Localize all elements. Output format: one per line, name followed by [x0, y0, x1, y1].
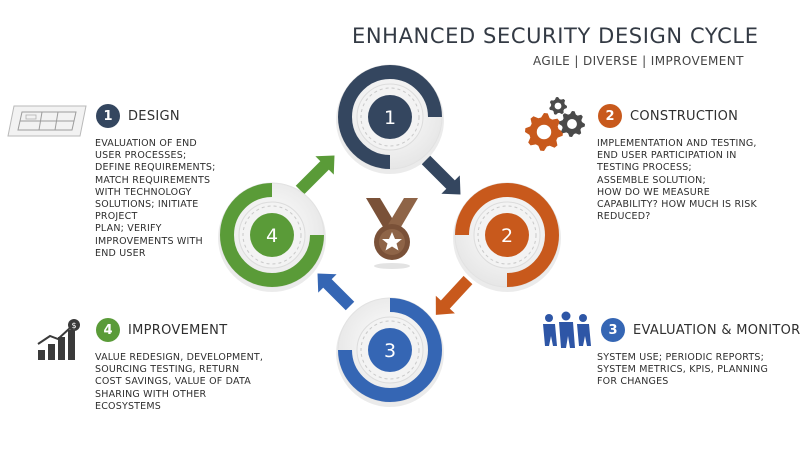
medal-icon: [366, 198, 418, 269]
construction-title: CONSTRUCTION: [630, 108, 739, 124]
evaluation-description-line: SYSTEM USE; PERIODIC REPORTS;: [597, 352, 765, 363]
arrow-1-to-2: [421, 155, 461, 195]
blueprint-icon: [7, 105, 87, 137]
cycle-node-4: 4: [218, 182, 326, 292]
design-description-line: MATCH REQUIREMENTS: [95, 174, 211, 186]
evaluation-description: SYSTEM USE; PERIODIC REPORTS; SYSTEM METR…: [597, 352, 768, 389]
cycle-node-1: 1: [336, 64, 444, 174]
cycle-node-number: 2: [501, 225, 513, 247]
cycle-node-number: 3: [384, 340, 396, 362]
design-description-line: DEFINE REQUIREMENTS;: [95, 162, 216, 174]
improvement-number-badge: 4: [96, 318, 120, 342]
arrow-2-to-3: [435, 275, 473, 315]
design-title: DESIGN: [128, 108, 180, 124]
construction-description-line: CAPABILITY? HOW MUCH IS RISK: [597, 199, 757, 211]
cycle-node-2: 2: [453, 182, 561, 292]
design-description-line: SOLUTIONS; INITIATE: [95, 199, 199, 211]
design-description-line: EVALUATION OF END: [95, 138, 197, 149]
cycle-node-number: 4: [266, 225, 278, 247]
improvement-description-line: SHARING WITH OTHER: [95, 388, 207, 400]
svg-text:$: $: [71, 321, 76, 330]
improvement-description-line: SOURCING TESTING, RETURN: [95, 364, 240, 376]
arrow-4-to-1: [295, 155, 335, 195]
team-icon: [543, 311, 591, 348]
design-description-line: IMPROVEMENTS WITH: [95, 235, 203, 247]
improvement-description-line: COST SAVINGS, VALUE OF DATA: [95, 376, 251, 388]
construction-description-line: TESTING PROCESS;: [597, 162, 692, 174]
evaluation-description-line: FOR CHANGES: [597, 376, 669, 388]
construction-description-line: REDUCED?: [597, 211, 651, 223]
improvement-description-line: VALUE REDESIGN, DEVELOPMENT,: [95, 352, 264, 363]
improvement-description: VALUE REDESIGN, DEVELOPMENT, SOURCING TES…: [95, 352, 263, 413]
improvement-heading: 4 IMPROVEMENT: [96, 318, 227, 342]
cycle-node-3: 3: [336, 297, 444, 407]
growth-chart-icon: $: [37, 319, 80, 360]
cycle-node-number: 1: [384, 107, 396, 129]
arrow-3-to-4: [317, 273, 355, 311]
construction-description-line: ASSEMBLE SOLUTION;: [597, 174, 706, 186]
evaluation-description-line: SYSTEM METRICS, KPIS, PLANNING: [597, 364, 769, 376]
design-number-badge: 1: [96, 104, 120, 128]
improvement-title: IMPROVEMENT: [128, 322, 228, 338]
construction-description-line: END USER PARTICIPATION IN: [597, 150, 737, 162]
page-title: ENHANCED SECURITY DESIGN CYCLE: [352, 24, 759, 48]
design-description-line: WITH TECHNOLOGY: [95, 186, 192, 198]
design-description-line: PROJECT: [95, 211, 138, 223]
construction-description-line: IMPLEMENTATION AND TESTING,: [597, 138, 757, 149]
construction-heading: 2 CONSTRUCTION: [598, 104, 738, 128]
design-description-line: USER PROCESSES;: [95, 150, 187, 162]
design-heading: 1 DESIGN: [96, 104, 180, 128]
evaluation-title: EVALUATION & MONITORING: [633, 322, 800, 338]
gears-icon: [525, 97, 585, 151]
improvement-description-line: ECOSYSTEMS: [95, 400, 162, 412]
construction-description: IMPLEMENTATION AND TESTING, END USER PART…: [597, 138, 757, 223]
evaluation-number-badge: 3: [601, 318, 625, 342]
construction-number-badge: 2: [598, 104, 622, 128]
design-description-line: PLAN; VERIFY: [95, 223, 162, 235]
design-description: EVALUATION OF END USER PROCESSES; DEFINE R…: [95, 138, 216, 260]
evaluation-heading: 3 EVALUATION & MONITORING: [601, 318, 800, 342]
page-subtitle: AGILE | DIVERSE | IMPROVEMENT: [533, 54, 744, 68]
construction-description-line: HOW DO WE MEASURE: [597, 186, 710, 198]
design-description-line: END USER: [95, 247, 146, 259]
